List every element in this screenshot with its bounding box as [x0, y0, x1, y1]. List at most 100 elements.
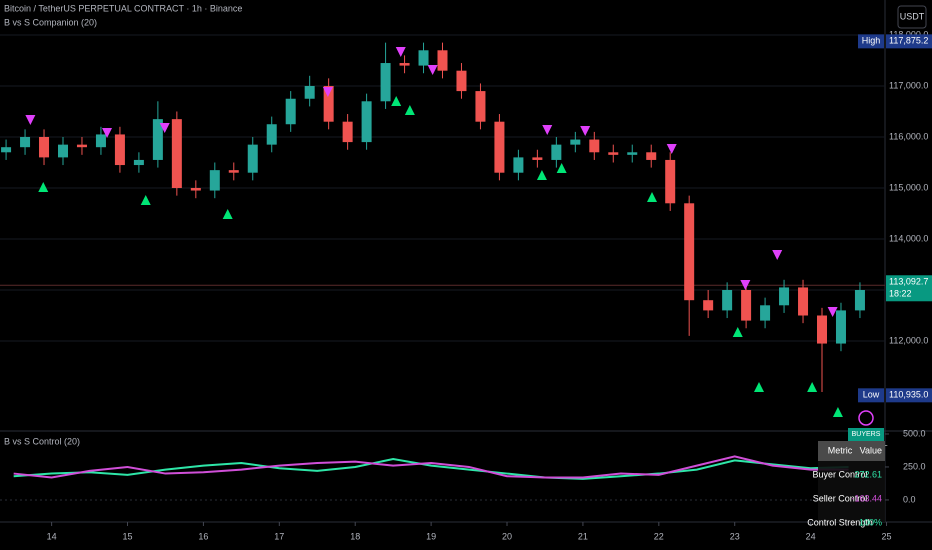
- candle-body: [209, 170, 220, 191]
- candle-body: [627, 152, 638, 155]
- x-tick-label: 23: [730, 531, 740, 541]
- candle-body: [854, 289, 865, 311]
- high-marker-tag: [886, 34, 932, 49]
- candle-body: [741, 289, 752, 321]
- buy-signal: [646, 191, 657, 202]
- candle-body: [57, 144, 68, 158]
- candle-body: [703, 300, 714, 311]
- candle-body: [532, 157, 543, 160]
- candle-body: [684, 203, 695, 301]
- pane-title: B vs S Control (20): [4, 436, 80, 446]
- x-tick-label: 19: [426, 531, 436, 541]
- x-tick-label: 16: [198, 531, 208, 541]
- sell-signal: [102, 128, 113, 139]
- table-cell: 272.61: [854, 469, 882, 479]
- candle-body: [589, 139, 600, 153]
- candle-body: [285, 98, 296, 125]
- x-tick-label: 25: [882, 531, 892, 541]
- candle-body: [95, 134, 106, 148]
- candle-body: [646, 152, 657, 160]
- candle-body: [513, 157, 524, 173]
- y-tick-label: 116,000.0: [889, 131, 928, 141]
- badge-text: BUYERS: [852, 431, 881, 438]
- buy-signal: [536, 169, 547, 180]
- buy-signal: [807, 382, 818, 393]
- candle-body: [361, 101, 372, 143]
- low-marker-text: Low: [863, 390, 880, 400]
- buy-signal: [222, 209, 233, 220]
- candle-body: [817, 315, 828, 344]
- x-tick-label: 20: [502, 531, 512, 541]
- chart-title: Bitcoin / TetherUS PERPETUAL CONTRACT · …: [4, 3, 242, 13]
- last-price-label: 113,092.7: [889, 277, 928, 287]
- currency-label[interactable]: USDT: [900, 11, 925, 21]
- candle-body: [39, 136, 50, 158]
- y-tick-label: 250.0: [903, 461, 926, 471]
- candle-body: [152, 119, 163, 160]
- low-marker-tag: [886, 388, 932, 403]
- y-tick-label: 117,000.0: [889, 80, 928, 90]
- table-cell: Buyer Control: [812, 469, 867, 479]
- currency-button[interactable]: [897, 5, 927, 29]
- candle-body: [665, 159, 676, 204]
- y-tick-label: 500.0: [903, 428, 926, 438]
- candle-body: [570, 139, 581, 145]
- candle-body: [171, 119, 182, 188]
- sell-signal: [427, 64, 438, 75]
- x-tick-label: 17: [274, 531, 284, 541]
- buy-signal: [140, 194, 151, 205]
- sell-signal: [740, 280, 751, 291]
- candle-body: [437, 50, 448, 71]
- candle-body: [380, 63, 391, 102]
- buy-signal: [754, 382, 765, 393]
- sell-signal: [25, 115, 36, 126]
- y-tick-label: 114,000.0: [889, 233, 928, 243]
- low-marker-text-bg: [858, 388, 884, 403]
- x-tick-label: 22: [654, 531, 664, 541]
- candle-body: [1, 147, 12, 153]
- candle-body: [456, 70, 467, 92]
- candle-body: [399, 63, 410, 66]
- x-tick-label: 18: [350, 531, 360, 541]
- sell-signal: [772, 250, 783, 261]
- candle-body: [114, 134, 125, 166]
- sell-signal: [827, 306, 838, 317]
- high-marker-text-bg: [858, 34, 884, 49]
- high-marker-label: 117,875.2: [889, 36, 928, 46]
- sell-signal: [542, 125, 553, 136]
- candle-body: [722, 289, 733, 311]
- y-tick-label: 0.0: [903, 494, 916, 504]
- candle-body: [76, 144, 87, 148]
- table-cell: -163.44: [851, 493, 882, 503]
- candle-body: [494, 121, 505, 173]
- candle-body: [20, 136, 31, 148]
- candle-body: [190, 187, 201, 191]
- table-header: Value: [860, 445, 882, 455]
- alert-icon[interactable]: [858, 410, 874, 426]
- candle-body: [247, 144, 258, 173]
- candle-body: [760, 305, 771, 321]
- indicator-name: B vs S Companion (20): [4, 17, 97, 27]
- candle-body: [228, 170, 239, 173]
- x-tick-label: 14: [47, 531, 57, 541]
- table-cell: 100%: [859, 517, 882, 527]
- sell-signal: [666, 143, 677, 154]
- candle-body: [475, 91, 486, 122]
- candle-body: [418, 50, 429, 66]
- candle-body: [779, 287, 790, 306]
- x-tick-label: 15: [123, 531, 133, 541]
- last-price-tag: [886, 275, 932, 302]
- buy-signal: [391, 95, 402, 106]
- candle-body: [323, 85, 334, 122]
- buy-signal: [732, 327, 743, 338]
- buy-signal: [832, 406, 843, 417]
- high-marker-text: High: [862, 36, 881, 46]
- buy-signal: [38, 181, 49, 192]
- candle-body: [133, 159, 144, 166]
- low-marker-label: 110,935.0: [889, 390, 928, 400]
- table-cell: Control Strength: [807, 517, 873, 527]
- table-header-bg: [818, 441, 885, 461]
- candle-body: [551, 144, 562, 160]
- x-tick-label: 24: [806, 531, 816, 541]
